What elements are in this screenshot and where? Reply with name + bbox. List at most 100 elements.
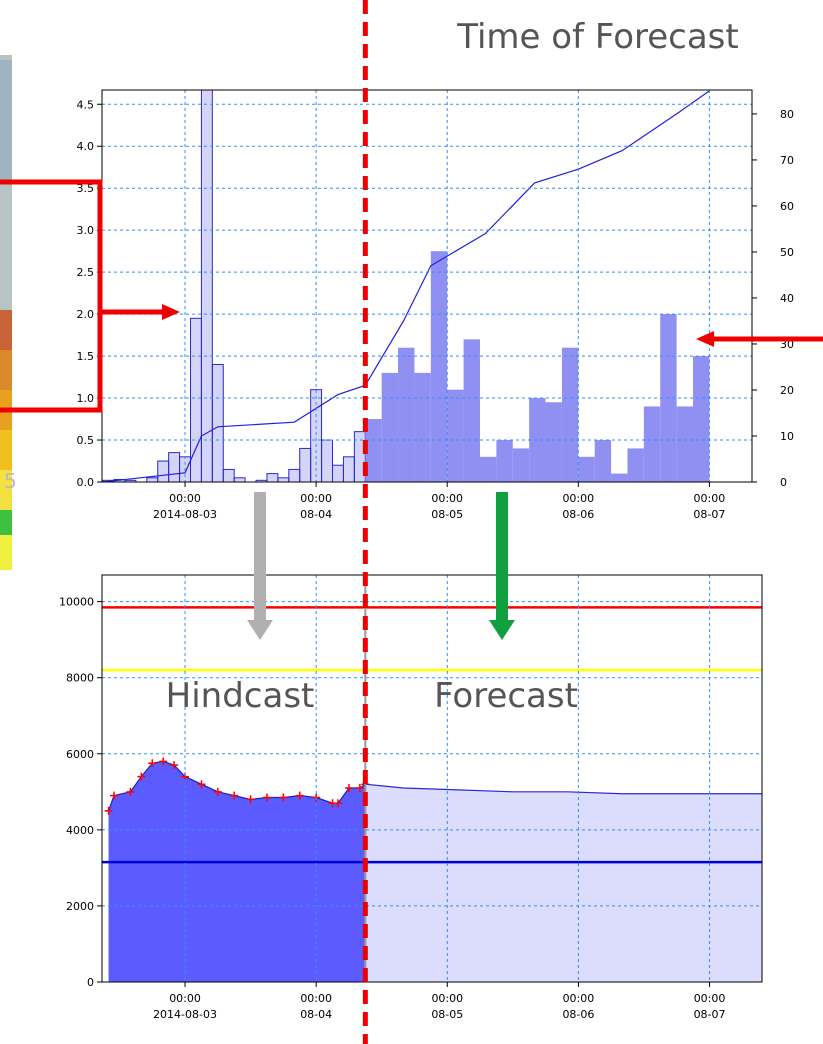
marker — [159, 757, 168, 766]
annotation: Hindcast — [166, 676, 315, 716]
arrow-head — [489, 620, 515, 640]
bar — [321, 439, 334, 482]
bar — [222, 468, 235, 482]
bar — [594, 440, 612, 482]
marker — [279, 793, 288, 802]
line — [365, 783, 762, 795]
bar — [611, 473, 628, 482]
x-tick-label: 00:00 — [694, 992, 726, 1005]
bar — [157, 460, 170, 482]
y2-tick-label: 0 — [780, 476, 787, 489]
y-tick-label: 2000 — [66, 900, 94, 913]
y2-tick-label: 40 — [780, 292, 794, 305]
marker — [213, 787, 222, 796]
y-tick-label: 6000 — [66, 748, 94, 761]
y2-tick-label: 60 — [780, 200, 794, 213]
bar — [332, 464, 344, 482]
bar — [310, 389, 323, 482]
bar — [643, 406, 661, 482]
plots: 0.00.51.01.52.02.53.03.54.04.50102030405… — [59, 0, 794, 1044]
bar — [463, 339, 480, 482]
y2-tick-label: 10 — [780, 430, 794, 443]
bar — [627, 448, 644, 482]
bar — [211, 363, 224, 482]
plot-area — [102, 606, 762, 982]
bar — [342, 456, 355, 482]
x-tick-label: 00:00 — [300, 492, 332, 505]
y2-tick-label: 80 — [780, 108, 794, 121]
bar — [277, 477, 290, 482]
bracket — [0, 179, 103, 413]
line — [103, 90, 710, 482]
y-tick-label: 1.5 — [77, 350, 95, 363]
marker — [104, 806, 113, 815]
marker — [355, 784, 364, 793]
x-tick-sublabel: 08-04 — [300, 508, 332, 521]
x-tick-label: 00:00 — [431, 492, 463, 505]
bar — [365, 419, 382, 482]
marker — [295, 791, 304, 800]
area — [108, 761, 366, 982]
bar — [496, 440, 513, 482]
bar — [561, 347, 579, 482]
bar — [146, 477, 159, 482]
y-tick-label: 2.0 — [77, 308, 95, 321]
annotation: Forecast — [434, 676, 578, 716]
arrow-head — [696, 331, 714, 347]
annotation: Time of Forecast — [456, 17, 738, 57]
x-tick-label: 00:00 — [169, 492, 201, 505]
x-tick-label: 00:00 — [431, 992, 463, 1005]
y-tick-label: 4.5 — [77, 98, 95, 111]
marker — [110, 791, 119, 800]
marker — [197, 780, 206, 789]
x-tick-label: 00:00 — [300, 992, 332, 1005]
y-tick-label: 0 — [87, 976, 94, 989]
area — [365, 784, 762, 982]
marker — [246, 795, 255, 804]
x-tick-label: 00:00 — [169, 992, 201, 1005]
bar — [447, 389, 464, 482]
x-tick-sublabel: 08-05 — [431, 508, 463, 521]
x-tick-sublabel: 08-07 — [694, 1008, 726, 1021]
y-tick-label: 4000 — [66, 824, 94, 837]
bar — [233, 477, 246, 482]
bar — [168, 452, 181, 482]
x-tick-sublabel: 08-07 — [693, 508, 725, 521]
x-tick-label: 00:00 — [694, 492, 726, 505]
y2-tick-label: 70 — [780, 154, 794, 167]
bar — [512, 448, 530, 482]
marker — [230, 791, 239, 800]
marker — [126, 787, 135, 796]
bar — [676, 406, 694, 482]
x-tick-sublabel: 08-06 — [562, 1008, 594, 1021]
y-tick-label: 3.5 — [77, 182, 95, 195]
y-tick-label: 1.0 — [77, 392, 95, 405]
y-tick-label: 0.5 — [77, 434, 95, 447]
bar — [693, 356, 710, 482]
map-label: 5 — [4, 469, 17, 493]
bar — [266, 473, 279, 482]
bar — [288, 468, 301, 482]
marker — [170, 761, 179, 770]
bar — [398, 347, 415, 482]
bar — [529, 398, 546, 482]
y-tick-label: 10000 — [59, 596, 94, 609]
bar — [299, 447, 312, 482]
y-tick-label: 2.5 — [77, 266, 95, 279]
marker — [334, 799, 343, 808]
plot-frame — [101, 574, 763, 983]
marker — [148, 759, 157, 768]
y-tick-label: 4.0 — [77, 140, 95, 153]
arrow-head — [247, 620, 273, 640]
bar — [479, 456, 497, 482]
x-tick-sublabel: 2014-08-03 — [153, 1008, 217, 1021]
y-tick-label: 0.0 — [77, 476, 95, 489]
bar — [578, 456, 595, 482]
x-tick-sublabel: 08-06 — [562, 508, 594, 521]
marker — [263, 793, 271, 802]
x-tick-sublabel: 08-05 — [431, 1008, 463, 1021]
marker — [137, 772, 146, 781]
x-tick-sublabel: 2014-08-03 — [153, 508, 217, 521]
arrow-head — [162, 304, 180, 320]
